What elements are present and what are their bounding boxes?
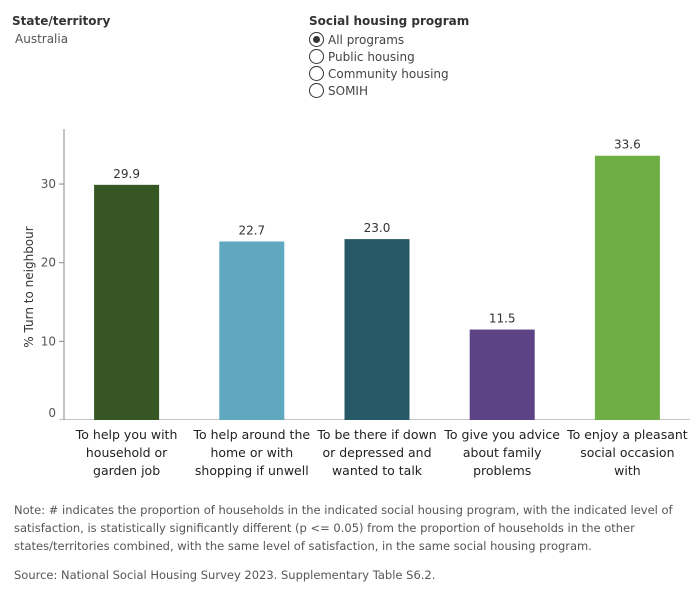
category-label-line: To give you advice	[444, 427, 560, 442]
value-labels: 29.9 22.7 23.0 11.5 33.6	[113, 138, 641, 326]
category-label-line: about family	[462, 445, 542, 460]
category-label-line: shopping if unwell	[194, 463, 309, 478]
y-axis-ticks: 0 10 20 30	[41, 177, 64, 420]
y-tick-label: 30	[41, 177, 56, 191]
y-tick-label: 0	[48, 406, 56, 420]
footnote: Note: # indicates the proportion of hous…	[14, 503, 673, 553]
radio-label: All programs	[328, 32, 405, 47]
y-tick-label: 10	[41, 334, 56, 348]
value-label: 23.0	[364, 221, 391, 235]
category-label-line: problems	[473, 463, 532, 478]
source-note: Source: National Social Housing Survey 2…	[14, 568, 436, 582]
category-label-line: To help around the	[193, 427, 311, 442]
category-label-line: wanted to talk	[331, 463, 423, 478]
y-tick-label: 20	[41, 256, 56, 270]
bar-0[interactable]	[94, 184, 160, 420]
radio-button-icon[interactable]	[309, 32, 324, 47]
category-label-line: garden job	[93, 463, 161, 478]
radio-option-community-housing[interactable]: Community housing	[309, 65, 449, 82]
value-label: 29.9	[113, 167, 140, 181]
radio-option-all-programs[interactable]: All programs	[309, 31, 449, 48]
state-filter-value[interactable]: Australia	[15, 32, 69, 46]
category-label: To be there if down or depressed and wante…	[315, 426, 439, 480]
program-filter-label: Social housing program	[309, 14, 470, 28]
state-filter-label: State/territory	[12, 14, 111, 28]
category-label-line: To help you with	[75, 427, 178, 442]
radio-option-somih[interactable]: SOMIH	[309, 82, 449, 99]
category-label: To enjoy a pleasant social occasion with	[565, 426, 689, 480]
category-label-line: home or with	[210, 445, 294, 460]
y-axis-title: % Turn to neighbour	[22, 226, 36, 347]
radio-label: Public housing	[328, 49, 415, 64]
program-radio-group: All programs Public housing Community ho…	[309, 31, 449, 99]
category-label-line: To enjoy a pleasant	[567, 427, 688, 442]
category-label-line: or depressed and	[322, 445, 432, 460]
category-label: To help you with household or garden job	[65, 426, 189, 480]
bar-2[interactable]	[344, 239, 410, 420]
value-label: 33.6	[614, 138, 641, 152]
category-label: To help around the home or with shopping i…	[190, 426, 314, 480]
radio-option-public-housing[interactable]: Public housing	[309, 48, 449, 65]
bar-3[interactable]	[469, 329, 535, 420]
category-label-line: To be there if down	[317, 427, 437, 442]
radio-button-icon[interactable]	[309, 66, 324, 81]
radio-label: SOMIH	[328, 83, 368, 98]
value-label: 22.7	[238, 223, 265, 237]
category-label: To give you advice about family problems	[440, 426, 564, 480]
radio-button-icon[interactable]	[309, 83, 324, 98]
category-label-line: household or	[85, 445, 168, 460]
bar-4[interactable]	[594, 155, 660, 420]
radio-button-icon[interactable]	[309, 49, 324, 64]
bar-1[interactable]	[219, 241, 285, 420]
bars	[94, 155, 660, 420]
value-label: 11.5	[489, 312, 516, 326]
bar-chart: % Turn to neighbour 0 10 20 30 29.9 22.7 23.0…	[22, 129, 690, 420]
radio-label: Community housing	[328, 66, 449, 81]
category-label-line: social occasion with	[580, 445, 675, 478]
